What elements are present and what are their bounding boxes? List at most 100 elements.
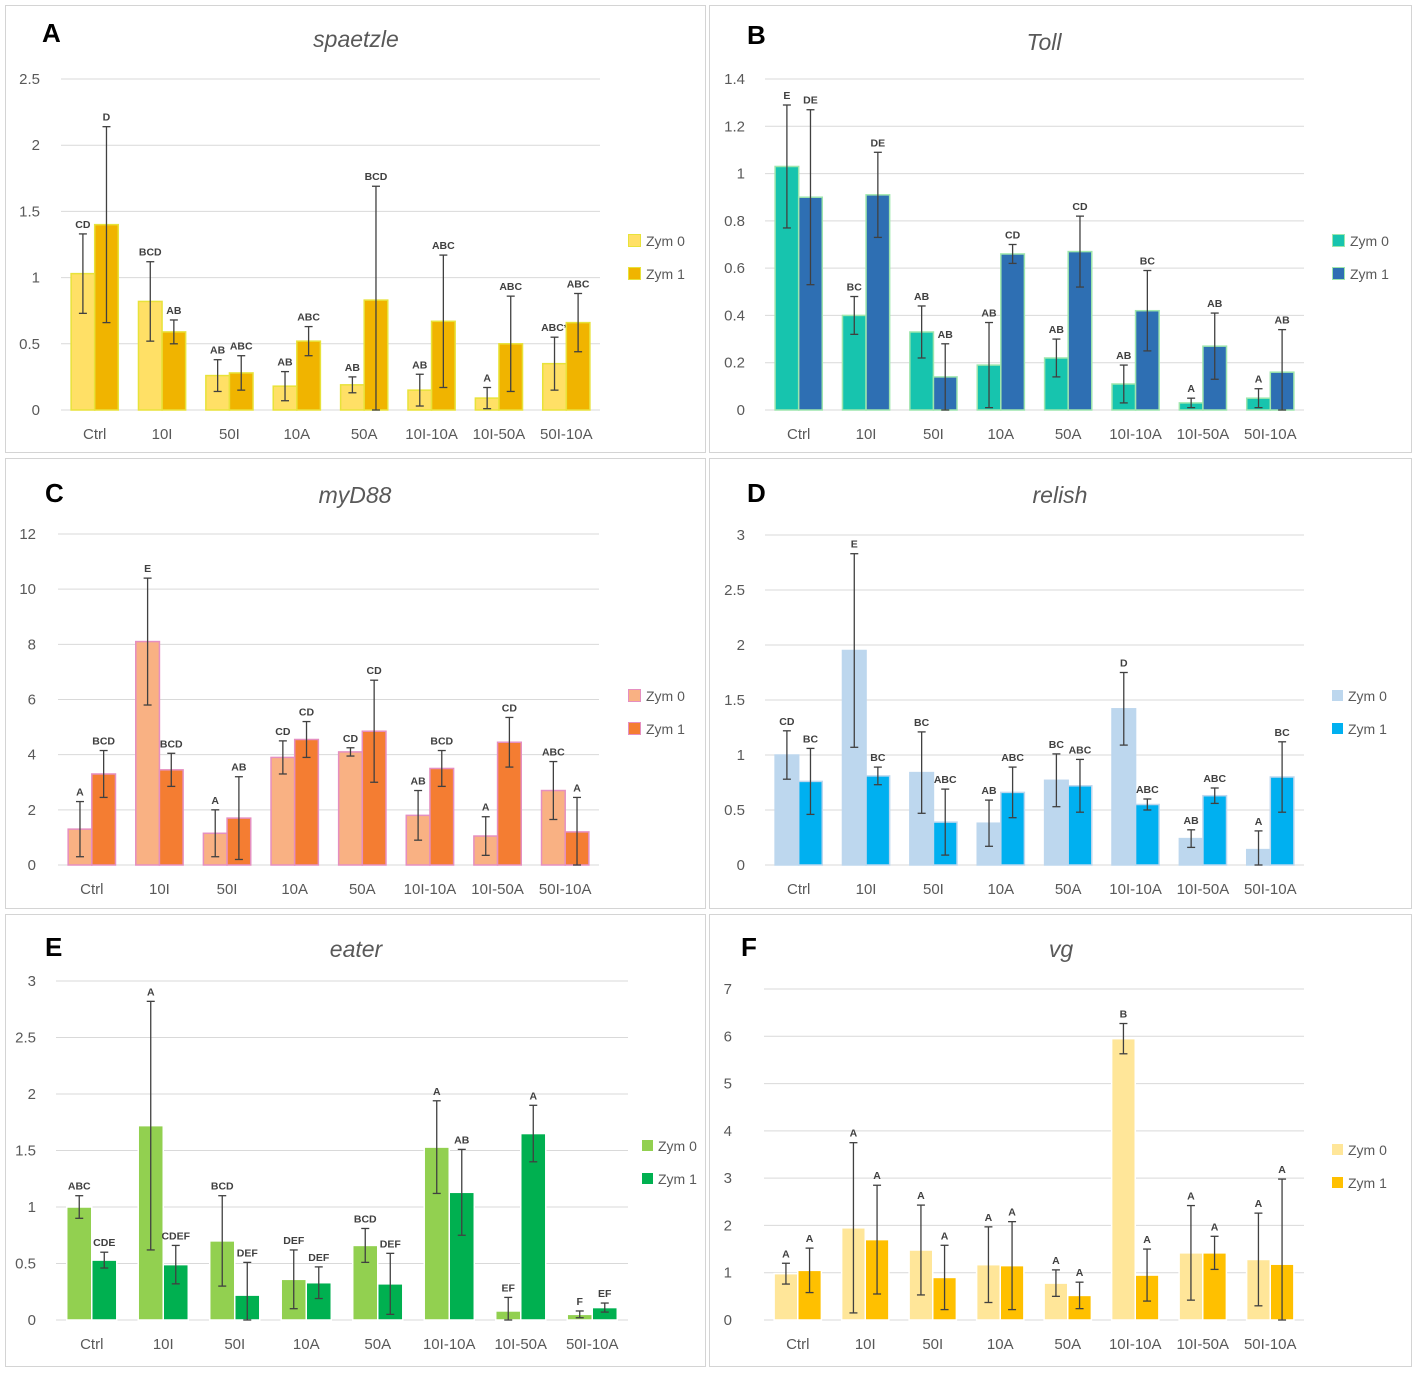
y-tick-label: 0	[28, 857, 36, 874]
significance-letter: BCD	[92, 736, 115, 748]
bar-zym-0	[1110, 1037, 1136, 1321]
chart-title: spaetzle	[313, 26, 399, 52]
legend-label: Zym 1	[646, 720, 685, 737]
x-tick-label: 10I-50A	[1176, 1336, 1229, 1353]
legend-label: Zym 1	[1348, 1174, 1387, 1191]
legend-swatch	[1332, 723, 1343, 734]
y-tick-label: 1.4	[724, 71, 745, 88]
x-tick-label: 50I-10A	[539, 881, 592, 898]
significance-letter: A	[1008, 1207, 1016, 1219]
legend-item-zym0: Zym 0	[642, 1129, 697, 1162]
y-tick-label: 0.2	[724, 355, 745, 372]
legend-label: Zym 0	[1350, 232, 1389, 249]
panel-a: 0 0.5 1 1.5 2 2.5 Ctrl CD D 10I BCD AB 50I AB ABC 10A AB…	[5, 5, 706, 453]
significance-letter: BCD	[430, 736, 453, 748]
significance-letter: AB	[231, 762, 247, 774]
significance-letter: AB	[1049, 324, 1065, 336]
x-tick-label: 10I-10A	[1109, 426, 1162, 443]
significance-letter: A	[573, 782, 581, 794]
x-tick-label: 10I	[152, 426, 173, 443]
legend-item-zym1: Zym 1	[628, 712, 685, 745]
legend-swatch	[642, 1140, 653, 1151]
bar-zym-1	[1000, 253, 1026, 411]
legend-label: Zym 0	[658, 1137, 697, 1154]
significance-letter: DEF	[308, 1252, 330, 1264]
y-tick-label: 3	[28, 973, 36, 990]
chart-toll: 0 0.2 0.4 0.6 0.8 1 1.2 1.4 Ctrl E DE 10I BC DE 50I AB A…	[724, 71, 1304, 443]
y-tick-label: 0	[724, 1312, 732, 1329]
legend: Zym 0 Zym 1	[628, 224, 685, 290]
x-tick-label: 10I-50A	[473, 426, 526, 443]
significance-letter: BCD	[160, 738, 183, 750]
plot-area: 00.511.522.53CtrlCDBC10IEBC50IBCABC10AAB…	[724, 527, 1304, 898]
significance-letter: BCD	[365, 171, 388, 183]
significance-letter: CD	[275, 726, 291, 738]
plot-area: 0 1 2 3 4 5 6 7 Ctrl A A 10I A A 50I A A 10A A A 50A A A 10I-10…	[724, 981, 1304, 1353]
legend-label: Zym 0	[1348, 1141, 1387, 1158]
x-tick-label: 10A	[987, 881, 1014, 898]
legend-swatch	[642, 1173, 653, 1184]
y-tick-label: 3	[737, 527, 745, 544]
significance-letter: ABC*	[541, 322, 569, 334]
bar-zym-1	[91, 1259, 118, 1321]
panel-e: 0 0.5 1 1.5 2 2.5 3 Ctrl ABC CDE 10I A CDEF 50I BCD DEF…	[5, 914, 706, 1367]
y-tick-label: 7	[724, 981, 732, 998]
significance-letter: BC	[914, 717, 930, 729]
legend-item-zym1: Zym 1	[642, 1162, 697, 1195]
y-tick-label: 2	[724, 1217, 732, 1234]
x-tick-label: Ctrl	[80, 1336, 103, 1353]
significance-letter: AB	[210, 345, 226, 357]
y-tick-label: 2.5	[15, 1030, 36, 1047]
y-tick-label: 0.5	[15, 1256, 36, 1273]
x-tick-label: 10I-50A	[471, 881, 524, 898]
x-tick-label: 10I	[856, 881, 877, 898]
legend-label: Zym 1	[1348, 720, 1387, 737]
x-tick-label: 50I	[219, 426, 240, 443]
bar-zym-1	[865, 775, 891, 866]
x-tick-label: 10I-10A	[1109, 1336, 1162, 1353]
panel-label: E	[45, 932, 63, 962]
significance-letter: BCD	[354, 1213, 377, 1225]
y-tick-label: 4	[28, 747, 36, 764]
chart-myd88: 024681012CtrlABCD10IEBCD50IAAB10ACDCD50A…	[19, 526, 599, 898]
significance-letter: CDEF	[161, 1230, 190, 1242]
significance-letter: AB	[277, 357, 293, 369]
significance-letter: A	[917, 1190, 925, 1202]
significance-letter: AB	[1116, 350, 1132, 362]
x-tick-label: 10I-50A	[494, 1336, 547, 1353]
x-tick-label: 50I	[923, 881, 944, 898]
x-tick-label: 50I	[923, 426, 944, 443]
significance-letter: A	[1255, 816, 1263, 828]
y-tick-label: 10	[19, 581, 36, 598]
legend-swatch	[1332, 267, 1345, 280]
y-tick-label: 5	[724, 1076, 732, 1093]
significance-letter: A	[1052, 1255, 1060, 1267]
significance-letter: ABC	[1136, 784, 1159, 796]
significance-letter: BC	[847, 282, 863, 294]
legend-item-zym1: Zym 1	[1332, 712, 1387, 745]
significance-letter: CD	[299, 707, 315, 719]
significance-letter: ABC	[567, 278, 590, 290]
x-tick-label: 50A	[349, 881, 376, 898]
significance-letter: A	[483, 372, 491, 384]
x-tick-label: 50I-10A	[1244, 881, 1297, 898]
y-tick-label: 1.5	[19, 203, 40, 220]
significance-letter: A	[1278, 1164, 1286, 1176]
significance-letter: ABC	[68, 1181, 91, 1193]
legend: Zym 0 Zym 1	[1332, 1133, 1387, 1199]
significance-letter: A	[873, 1170, 881, 1182]
significance-letter: F	[577, 1296, 584, 1308]
y-tick-label: 1.5	[724, 692, 745, 709]
significance-letter: A	[782, 1248, 790, 1260]
legend: Zym 0 Zym 1	[628, 679, 685, 745]
legend: Zym 0 Zym 1	[1332, 679, 1387, 745]
chart-relish: 00.511.522.53CtrlCDBC10IEBC50IBCABC10AAB…	[724, 527, 1304, 898]
x-tick-label: 10I	[149, 881, 170, 898]
significance-letter: ABC	[1069, 744, 1092, 756]
significance-letter: A	[1255, 374, 1263, 386]
chart-title: myD88	[318, 482, 392, 508]
legend-swatch	[1332, 234, 1345, 247]
x-tick-label: 50A	[364, 1336, 391, 1353]
x-tick-label: 10I-10A	[405, 426, 458, 443]
panel-label: B	[747, 20, 766, 50]
